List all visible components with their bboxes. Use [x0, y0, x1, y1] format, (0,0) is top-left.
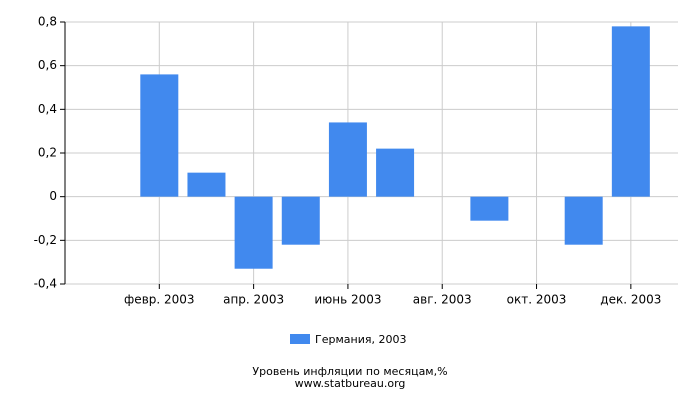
bar [564, 196, 603, 245]
x-tick-label: февр. 2003 [124, 293, 195, 307]
y-tick-label: 0 [49, 189, 57, 203]
y-tick-label: 0,4 [38, 102, 57, 116]
x-tick-label: июнь 2003 [314, 293, 381, 307]
x-tick-label: апр. 2003 [223, 293, 284, 307]
bar [140, 74, 179, 197]
y-tick-label: 0,6 [38, 58, 57, 72]
chart-title: Уровень инфляции по месяцам,% [252, 365, 447, 378]
bar [376, 148, 415, 197]
bar [611, 26, 650, 197]
legend-swatch [290, 334, 310, 344]
y-tick-label: 0,2 [38, 146, 57, 160]
bar [328, 122, 367, 197]
legend-label: Германия, 2003 [315, 333, 406, 346]
bar [470, 196, 509, 221]
bar [234, 196, 273, 269]
source: www.statbureau.org [295, 377, 406, 390]
y-tick-label: 0,8 [38, 15, 57, 29]
x-tick-label: окт. 2003 [507, 293, 567, 307]
bar [187, 172, 226, 197]
x-tick-label: дек. 2003 [600, 293, 661, 307]
y-tick-label: -0,4 [34, 277, 57, 291]
y-tick-label: -0,2 [34, 233, 57, 247]
x-tick-label: авг. 2003 [413, 293, 472, 307]
bar [281, 196, 320, 245]
